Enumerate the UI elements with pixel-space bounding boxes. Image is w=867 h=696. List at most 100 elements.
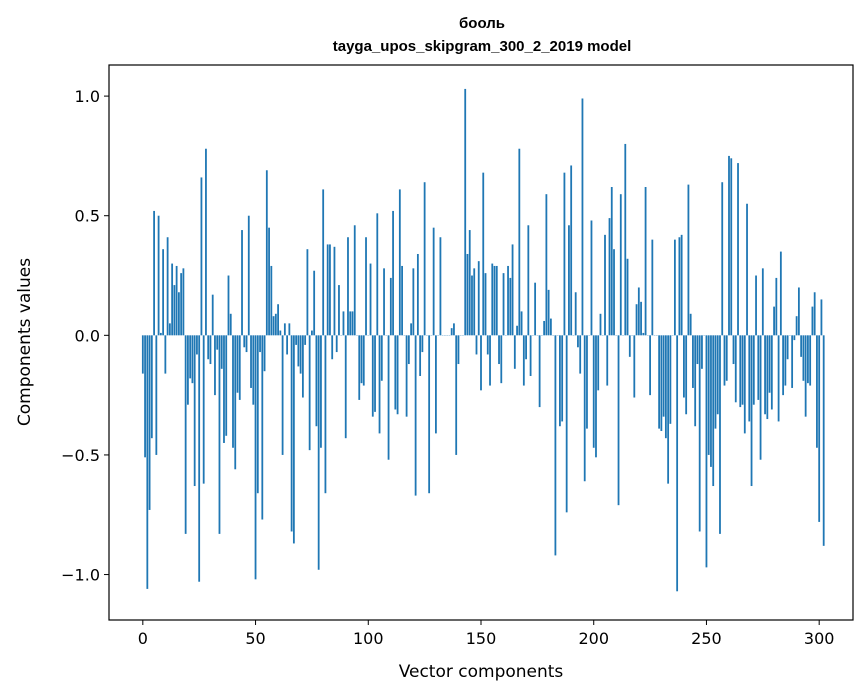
bar-276 — [764, 335, 766, 415]
bar-78 — [317, 335, 320, 570]
bar-112 — [394, 335, 397, 410]
bar-252 — [710, 335, 712, 467]
bar-29 — [207, 335, 210, 360]
bar-98 — [362, 335, 365, 386]
bar-270 — [750, 335, 753, 487]
bar-72 — [304, 335, 307, 345]
bar-300 — [818, 335, 821, 522]
bar-221 — [640, 301, 642, 336]
bar-206 — [606, 335, 609, 386]
bar-79 — [320, 335, 322, 448]
bar-288 — [791, 335, 794, 388]
bar-50 — [254, 335, 257, 580]
bar-114 — [398, 189, 401, 336]
bar-209 — [613, 249, 615, 336]
y-tick-label: 0.5 — [75, 207, 100, 226]
bar-64 — [286, 335, 289, 355]
bar-166 — [516, 325, 518, 336]
chart-title-line1: бооль — [459, 15, 505, 32]
bar-250 — [705, 335, 708, 568]
bar-61 — [279, 330, 282, 336]
bar-163 — [509, 277, 512, 336]
bar-239 — [680, 234, 683, 336]
bar-279 — [770, 335, 773, 410]
bar-257 — [721, 182, 724, 336]
bar-71 — [301, 335, 304, 398]
bar-193 — [577, 335, 579, 348]
bar-244 — [692, 335, 694, 388]
bar-199 — [590, 220, 593, 336]
bar-248 — [701, 335, 703, 369]
bar-138 — [453, 323, 455, 336]
bar-295 — [807, 335, 809, 384]
y-tick-label: 1.0 — [75, 87, 100, 106]
bar-46 — [245, 335, 248, 353]
bar-54 — [263, 335, 266, 372]
bar-109 — [387, 335, 390, 460]
bar-289 — [793, 335, 796, 341]
bar-115 — [401, 265, 403, 336]
bar-9 — [162, 249, 165, 336]
bar-123 — [419, 335, 422, 376]
bar-278 — [768, 335, 771, 393]
bar-190 — [570, 165, 573, 336]
bar-159 — [500, 335, 503, 384]
bar-186 — [561, 335, 564, 422]
bar-162 — [507, 265, 509, 336]
bar-107 — [383, 268, 385, 336]
bar-253 — [712, 335, 715, 487]
bar-70 — [299, 335, 302, 374]
bar-94 — [353, 225, 356, 336]
bar-90 — [344, 335, 347, 439]
bar-255 — [716, 335, 719, 415]
bar-6 — [155, 335, 158, 455]
chart-title-line2: tayga_upos_skipgram_300_2_2019 model — [333, 38, 632, 55]
bar-121 — [414, 335, 417, 496]
bar-40 — [232, 335, 234, 448]
bar-296 — [809, 335, 812, 386]
bar-5 — [153, 210, 155, 336]
bar-196 — [583, 335, 586, 482]
bar-187 — [563, 172, 566, 336]
bar-37 — [225, 335, 228, 436]
bar-51 — [256, 335, 259, 494]
bar-140 — [457, 335, 460, 365]
bar-117 — [405, 335, 408, 417]
bar-264 — [737, 163, 739, 336]
bar-197 — [586, 335, 588, 429]
bar-147 — [473, 268, 476, 336]
bar-60 — [277, 304, 279, 336]
bar-12 — [168, 323, 171, 336]
bar-1 — [144, 335, 146, 458]
bar-225 — [649, 335, 651, 396]
bar-41 — [234, 335, 237, 470]
bar-86 — [335, 335, 338, 353]
bar-274 — [759, 335, 762, 460]
bar-16 — [177, 292, 180, 336]
bar-149 — [477, 261, 480, 336]
bar-148 — [475, 335, 478, 355]
bar-56 — [268, 227, 270, 336]
bar-268 — [746, 203, 748, 336]
bar-110 — [389, 277, 392, 336]
bar-271 — [752, 335, 755, 405]
y-axis-label: Components values — [15, 258, 35, 426]
bar-153 — [486, 335, 489, 355]
bar-127 — [428, 335, 431, 494]
bar-82 — [326, 244, 329, 336]
bar-155 — [491, 263, 494, 336]
bar-19 — [184, 335, 187, 534]
bar-237 — [676, 335, 679, 592]
bar-291 — [797, 287, 800, 336]
bar-194 — [579, 335, 582, 374]
bar-176 — [538, 335, 541, 408]
bar-55 — [265, 170, 268, 336]
bar-22 — [191, 335, 194, 384]
bar-283 — [779, 251, 782, 336]
bar-75 — [311, 330, 313, 336]
bar-106 — [380, 335, 383, 381]
bar-145 — [468, 230, 471, 336]
y-axis-ticks: −1.0 −0.5 0.0 0.5 1.0 — [61, 87, 109, 585]
bar-212 — [619, 194, 622, 336]
